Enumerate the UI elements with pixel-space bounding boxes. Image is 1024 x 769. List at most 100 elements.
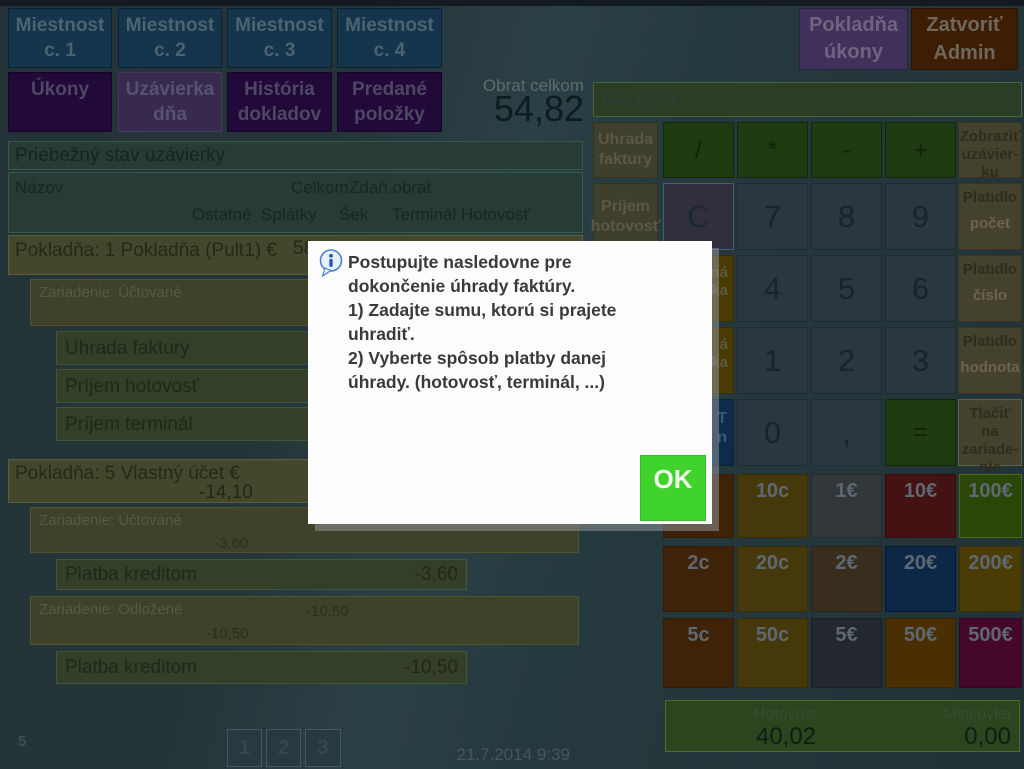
money-500eur-button[interactable]: 500€ — [959, 618, 1022, 688]
report-title: Priebežný stav uzávierky — [8, 141, 583, 170]
platidlo-sub: číslo — [972, 287, 1008, 304]
col-nazov: Názov — [15, 178, 64, 197]
row-label: Zariadenie: Odložené — [39, 601, 183, 618]
row-label: Pokladňa: 5 Vlastný účet € — [15, 463, 240, 484]
datetime-label: 21.7.2014 9:39 — [456, 745, 570, 764]
platidlo-sub: počet — [969, 215, 1010, 232]
ok-button[interactable]: OK — [640, 455, 706, 521]
page-button-2[interactable]: 2 — [266, 729, 301, 767]
key-1[interactable]: 1 — [737, 327, 808, 394]
row-label: Príjem terminál — [65, 414, 193, 435]
uhrada-faktury-button[interactable]: Uhrada faktury — [593, 122, 658, 178]
info-icon — [318, 249, 344, 278]
platidlo-label: Platidlo — [962, 333, 1018, 350]
tab-historia-dokladov[interactable]: História dokladov — [227, 72, 332, 132]
money-50eur-button[interactable]: 50€ — [885, 618, 956, 688]
row-label: Príjem hotovosť — [65, 376, 199, 397]
col-hotovost: Hotovosť — [461, 205, 530, 224]
tab-room-3[interactable]: Miestnost c. 3 — [227, 8, 332, 68]
platidlo-hodnota-button[interactable]: Platidlo hodnota — [958, 327, 1022, 394]
report-header-row: Názov Celkom Zdaň.obrat Ostatné Splátky … — [8, 172, 583, 233]
key-minus[interactable]: - — [811, 122, 882, 178]
col-celkom: Celkom — [291, 178, 349, 197]
key-8[interactable]: 8 — [811, 183, 882, 250]
key-divide[interactable]: / — [663, 122, 734, 178]
report-row-zariadenie-odlozene: Zariadenie: Odložené -10,50 -10,50 — [30, 596, 579, 645]
key-multiply[interactable]: * — [737, 122, 808, 178]
obrat-celkom-label: Obrat celkom — [482, 76, 584, 95]
row-label: Pokladňa: 1 Pokladňa (Pult1) € — [15, 240, 277, 261]
key-5[interactable]: 5 — [811, 255, 882, 322]
row-label: Zariadenie: Účtované — [39, 512, 182, 529]
hotovost-value: 40,02 — [755, 723, 817, 750]
platidlo-cislo-button[interactable]: Platidlo číslo — [958, 255, 1022, 322]
pokladna-ukony-button[interactable]: Pokladňa úkony — [799, 8, 908, 70]
money-50c-button[interactable]: 50c — [737, 618, 808, 688]
top-edge — [0, 0, 1024, 6]
hotovost-label: Hotovosť — [753, 706, 819, 723]
row-value: -14,10 — [199, 482, 253, 503]
key-0[interactable]: 0 — [737, 399, 808, 466]
tab-room-1[interactable]: Miestnost c. 1 — [8, 8, 112, 68]
tab-predane-polozky[interactable]: Predané položky — [337, 72, 442, 132]
col-zdan-obrat: Zdaň.obrat — [349, 178, 432, 197]
row-label: Platba kreditom — [65, 564, 198, 585]
platidlo-label: Platidlo — [962, 261, 1018, 278]
row-value: -10,50 — [404, 657, 458, 678]
money-10c-button[interactable]: 10c — [737, 474, 808, 538]
prijem-hotovost-button[interactable]: Príjem hotovosť — [591, 183, 660, 250]
money-5eur-button[interactable]: 5€ — [811, 618, 882, 688]
row-value-2: -10,50 — [206, 625, 249, 642]
tlacit-na-zariadenie-button[interactable]: Tlačiť na zariade- nie — [958, 399, 1022, 476]
row-value: -3,60 — [414, 564, 458, 585]
key-plus[interactable]: + — [885, 122, 956, 178]
key-clear[interactable]: C — [663, 183, 734, 250]
tab-ukony[interactable]: Úkony — [8, 72, 112, 132]
key-3[interactable]: 3 — [885, 327, 956, 394]
page-button-3[interactable]: 3 — [305, 729, 341, 767]
zobrazit-uzavierku-button[interactable]: Zobraziť uzávier- ku — [958, 122, 1022, 181]
cash-summary-panel: Hotovosť 40,02 Mincovka 0,00 — [665, 700, 1020, 752]
report-row-platba-kreditom-2: Platba kreditom -10,50 — [56, 651, 467, 684]
key-comma[interactable]: , — [811, 399, 882, 466]
dialog-message: Postupujte nasledovne pre dokončenie úhr… — [348, 252, 617, 392]
zatvorit-admin-button[interactable]: Zatvoriť Admin — [911, 8, 1018, 70]
platidlo-pocet-button[interactable]: Platidlo počet — [958, 183, 1022, 250]
tab-room-2[interactable]: Miestnost c. 2 — [118, 8, 222, 68]
key-2[interactable]: 2 — [811, 327, 882, 394]
row-label: Zariadenie: Účtované — [39, 284, 182, 301]
mincovka-label: Mincovka — [943, 706, 1011, 723]
info-dialog: Postupujte nasledovne pre dokončenie úhr… — [308, 241, 712, 524]
row-label: Platba kreditom — [65, 657, 198, 678]
tab-room-4[interactable]: Miestnost c. 4 — [337, 8, 442, 68]
money-10eur-button[interactable]: 10€ — [885, 474, 956, 538]
col-sek: Šek — [339, 205, 369, 224]
platidlo-label: Platidlo — [962, 189, 1018, 206]
row-value: -3,60 — [214, 535, 249, 552]
money-20eur-button[interactable]: 20€ — [885, 546, 956, 612]
col-ostatne: Ostatné — [192, 205, 252, 224]
money-5c-button[interactable]: 5c — [663, 618, 734, 688]
obrat-celkom-value: 54,82 — [493, 88, 584, 129]
mincovka-value: 0,00 — [964, 723, 1011, 750]
money-2c-button[interactable]: 2c — [663, 546, 734, 612]
page-button-1[interactable]: 1 — [227, 729, 262, 767]
col-terminal: Terminál — [392, 205, 457, 224]
platidlo-sub: hodnota — [960, 359, 1020, 376]
money-20c-button[interactable]: 20c — [737, 546, 808, 612]
tab-uzavierka-dna[interactable]: Uzávierka dňa — [118, 72, 222, 132]
money-2eur-button[interactable]: 2€ — [811, 546, 882, 612]
money-200eur-button[interactable]: 200€ — [959, 546, 1022, 612]
key-7[interactable]: 7 — [737, 183, 808, 250]
amount-input[interactable]: FA.1234 — [593, 82, 1022, 117]
page-indicator: 5 — [18, 733, 27, 750]
key-6[interactable]: 6 — [885, 255, 956, 322]
key-equals[interactable]: = — [885, 399, 956, 466]
key-4[interactable]: 4 — [737, 255, 808, 322]
money-100eur-button[interactable]: 100€ — [959, 474, 1022, 538]
row-label: Uhrada faktury — [65, 338, 190, 359]
money-1eur-button[interactable]: 1€ — [811, 474, 882, 538]
col-splatky: Splátky — [261, 205, 317, 224]
key-9[interactable]: 9 — [885, 183, 956, 250]
